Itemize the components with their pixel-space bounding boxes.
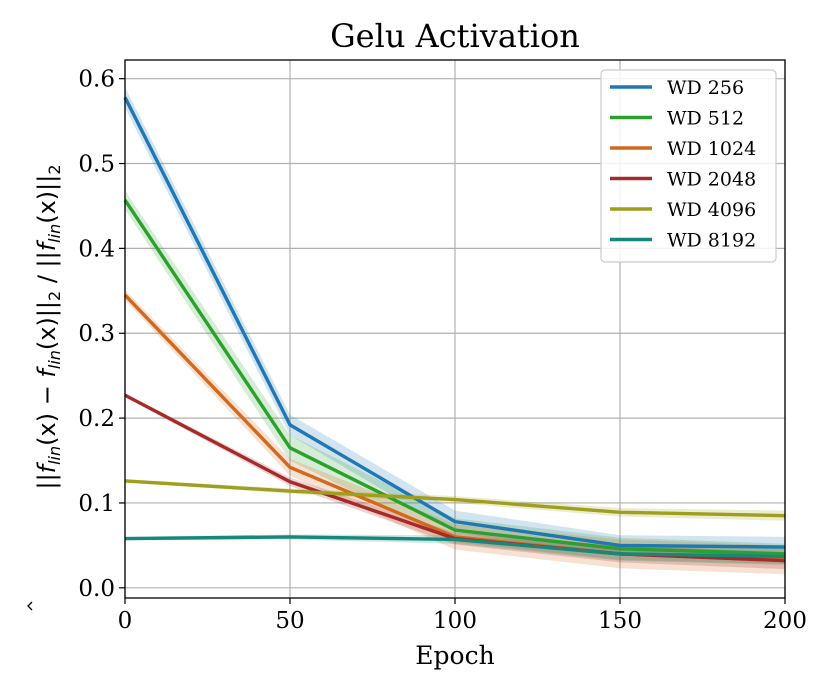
y-tick-label: 0.0: [78, 576, 115, 602]
line-wd-8192: [124, 535, 786, 559]
x-tick-label: 0: [118, 608, 133, 634]
y-tick-label: 0.5: [78, 152, 115, 178]
y-tick-label: 0.6: [78, 67, 115, 93]
x-tick-label: 50: [275, 608, 304, 634]
legend: WD 256 WD 512 WD 1024 WD 2048 WD 4096 WD 8192: [600, 69, 777, 263]
y-tick-label: 0.4: [78, 236, 115, 262]
ylabel-slash: / ||: [33, 251, 61, 291]
band-wd-8192: [125, 534, 785, 565]
x-axis-label: Epoch: [415, 641, 494, 670]
ylabel-hat-mark: [27, 601, 33, 611]
ylabel-sub-lin-2: lin: [45, 350, 64, 369]
y-axis-label: ||flin(x) − flin(x)||2 / ||flin(x)||2: [27, 164, 64, 611]
ylabel-sub-2a: 2: [45, 291, 64, 301]
ylabel-sub-lin-3: lin: [45, 224, 64, 243]
legend-label-wd-2048: WD 2048: [667, 169, 756, 191]
x-tick-label: 100: [433, 608, 477, 634]
legend-label-wd-4096: WD 4096: [667, 199, 756, 221]
x-tick-label: 150: [598, 608, 642, 634]
line-wd-512: [123, 199, 786, 556]
y-tick-label: 0.1: [78, 491, 115, 517]
ylabel-sub-lin-1: lin: [45, 446, 64, 465]
x-axis-ticks: 0 50 100 150 200: [118, 598, 807, 634]
legend-label-wd-512: WD 512: [667, 108, 744, 130]
y-tick-label: 0.2: [78, 406, 115, 432]
svg-text:||flin(x) − flin(x)||2 / ||fli: ||flin(x) − flin(x)||2 / ||flin(x)||2: [33, 164, 64, 489]
ylabel-x-norm: (x)||: [33, 301, 61, 350]
ylabel-sub-2b: 2: [45, 164, 64, 174]
ylabel-x-minus: (x) −: [33, 378, 61, 446]
y-tick-label: 0.3: [78, 321, 115, 347]
y-axis-ticks: 0.0 0.1 0.2 0.3 0.4 0.5 0.6: [78, 67, 125, 602]
ylabel-x-norm-denom: (x)||: [33, 175, 61, 224]
x-tick-label: 200: [763, 608, 807, 634]
legend-label-wd-256: WD 256: [667, 77, 744, 99]
chart-title: Gelu Activation: [330, 17, 580, 55]
ylabel-open: ||: [33, 473, 61, 489]
line-wd-4096: [124, 479, 786, 518]
legend-label-wd-1024: WD 1024: [667, 138, 756, 160]
legend-label-wd-8192: WD 8192: [667, 230, 756, 252]
line-wd-256: [123, 96, 786, 549]
series-lines: [123, 96, 786, 563]
